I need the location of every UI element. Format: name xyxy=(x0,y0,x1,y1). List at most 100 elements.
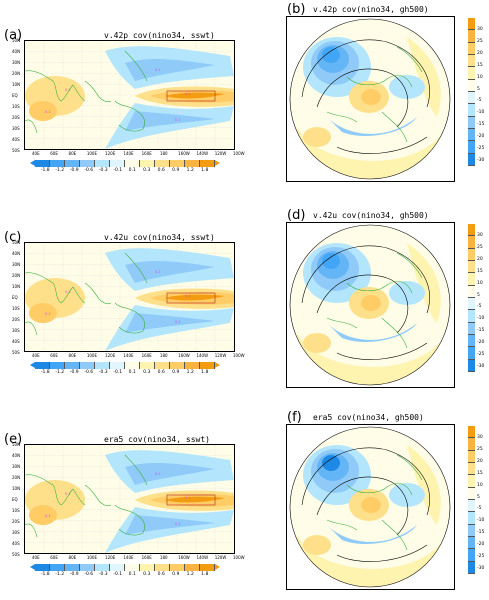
gh500-colorbar xyxy=(468,426,475,574)
colorbar-label: 0.1 xyxy=(128,168,136,173)
colorbar-cell xyxy=(468,42,475,55)
sswt-colorbar xyxy=(30,564,220,571)
colorbar-cell xyxy=(468,462,475,476)
colorbar-label: 15 xyxy=(477,62,483,68)
colorbar-label: 20 xyxy=(477,51,483,57)
colorbar-cell xyxy=(155,160,170,167)
colorbar-label: -20 xyxy=(477,339,485,345)
colorbar-label: 0.6 xyxy=(157,370,165,375)
colorbar-label: 5 xyxy=(477,86,480,92)
colorbar-label: 0.3 xyxy=(143,168,151,173)
colorbar-cell xyxy=(468,260,475,274)
colorbar-label: -10 xyxy=(477,110,485,116)
colorbar-label: -30 xyxy=(477,363,485,369)
svg-text:0.1: 0.1 xyxy=(65,88,71,92)
colorbar-label: 0.1 xyxy=(128,370,136,375)
colorbar-label: 0.9 xyxy=(172,370,180,375)
panel-label: (b) xyxy=(287,2,306,17)
colorbar-cell xyxy=(200,362,215,369)
lon-tick: 100W xyxy=(233,151,245,156)
lat-tick: 20N xyxy=(12,475,21,480)
lat-tick: 20S xyxy=(12,317,20,322)
svg-text:0.1: 0.1 xyxy=(65,492,71,496)
lon-tick: 120W xyxy=(214,151,227,156)
lon-tick: 160W xyxy=(178,555,190,560)
colorbar-cell xyxy=(468,512,475,525)
colorbar-cell xyxy=(65,564,80,571)
colorbar-cell xyxy=(95,362,110,369)
lat-tick: EQ xyxy=(12,497,18,502)
gh500-colorbar-labels: 30 25 20 15 10 5 -5 -10 -15 -20 -25 -30 xyxy=(477,24,484,166)
colorbar-label: 20 xyxy=(477,257,483,263)
svg-text:0.1: 0.1 xyxy=(65,290,71,294)
lon-tick: 180 xyxy=(159,555,168,560)
colorbar-label: 15 xyxy=(477,268,483,274)
colorbar-label: -20 xyxy=(477,541,485,547)
colorbar-cell xyxy=(185,362,200,369)
colorbar-cell xyxy=(170,160,185,167)
colorbar-cell xyxy=(468,153,475,166)
colorbar-cell xyxy=(110,564,125,571)
sswt-colorbar-labels: -1.8 -1.2 -0.9 -0.6 -0.3 -0.1 0.1 0.3 0.6 0.9 1.2 1… xyxy=(38,572,212,577)
lat-tick: 40N xyxy=(12,49,21,54)
colorbar-label: 25 xyxy=(477,245,483,251)
colorbar-label: 1.8 xyxy=(201,370,209,375)
colorbar-label: -1.2 xyxy=(55,572,65,577)
lat-tick: 30S xyxy=(12,328,20,333)
colorbar-cell xyxy=(468,30,475,43)
lat-tick: EQ xyxy=(12,295,18,300)
colorbar-label: -1.8 xyxy=(40,572,50,577)
colorbar-cell xyxy=(140,160,155,167)
lat-tick: 20N xyxy=(12,273,21,278)
lon-tick: 80E xyxy=(68,353,77,358)
colorbar-label: -5 xyxy=(477,304,482,310)
lat-tick: 40N xyxy=(12,453,21,458)
lon-tick: 40E xyxy=(32,353,40,358)
lat-tick: 10S xyxy=(12,508,20,513)
colorbar-label: -0.9 xyxy=(69,168,79,173)
colorbar-label: 0.6 xyxy=(157,572,165,577)
colorbar-label: 30 xyxy=(477,233,483,239)
colorbar-label: 0.9 xyxy=(172,572,180,577)
colorbar-label: 25 xyxy=(477,39,483,45)
colorbar-label: -15 xyxy=(477,122,485,128)
colorbar-cell xyxy=(468,285,475,298)
map-sswt: 0.1 0.1 0.1 0.1 0.1 xyxy=(24,444,235,554)
lat-tick: EQ xyxy=(12,93,18,98)
colorbar-label: 15 xyxy=(477,470,483,476)
colorbar-label: -25 xyxy=(477,145,485,151)
colorbar-label: -0.6 xyxy=(84,168,94,173)
lon-tick: 120E xyxy=(105,353,116,358)
colorbar-label: 5 xyxy=(477,292,480,298)
colorbar-cell xyxy=(110,362,125,369)
sswt-colorbar-labels: -1.8 -1.2 -0.9 -0.6 -0.3 -0.1 0.1 0.3 0.6 0.9 1.2 1… xyxy=(38,370,212,375)
colorbar-cell xyxy=(468,450,475,463)
lat-tick: 10N xyxy=(12,284,21,289)
colorbar-cell xyxy=(125,362,140,369)
lon-tick: 100W xyxy=(233,555,245,560)
colorbar-cell xyxy=(140,564,155,571)
panel-label: (f) xyxy=(287,410,302,425)
colorbar-label: 1.2 xyxy=(186,370,194,375)
lon-tick: 120W xyxy=(214,353,227,358)
lon-tick: 120E xyxy=(105,151,116,156)
lat-tick: 30N xyxy=(12,262,21,267)
colorbar-cell xyxy=(468,54,475,68)
colorbar-label: -1.8 xyxy=(40,370,50,375)
colorbar-cell xyxy=(468,475,475,488)
colorbar-label: -30 xyxy=(477,157,485,163)
svg-text:0.1: 0.1 xyxy=(185,496,191,500)
colorbar-label: -5 xyxy=(477,506,482,512)
colorbar-label: 0.9 xyxy=(172,168,180,173)
colorbar-label: 1.8 xyxy=(201,572,209,577)
svg-text:0.1: 0.1 xyxy=(175,522,181,526)
colorbar-cell xyxy=(468,334,475,348)
colorbar-cell xyxy=(80,160,95,167)
colorbar-label: 25 xyxy=(477,447,483,453)
colorbar-cell xyxy=(468,248,475,261)
lat-tick: 20N xyxy=(12,71,21,76)
panel-label: (c) xyxy=(4,230,22,245)
sswt-colorbar xyxy=(30,362,220,369)
colorbar-label: 0.6 xyxy=(157,168,165,173)
colorbar-label: 1.2 xyxy=(186,168,194,173)
